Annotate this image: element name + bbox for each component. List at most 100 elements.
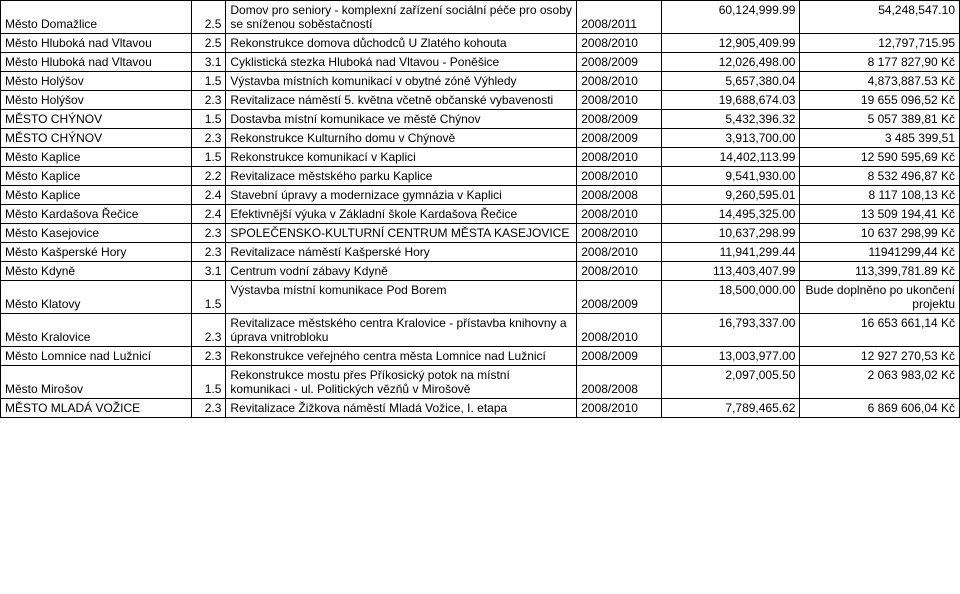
table-row: Město Holýšov2.3Revitalizace náměstí 5. … bbox=[1, 91, 960, 110]
cell-amount-2: 5 057 389,81 Kč bbox=[800, 110, 960, 129]
table-row: Město Kašperské Hory2.3Revitalizace námě… bbox=[1, 243, 960, 262]
cell-amount-2: 4,873,887.53 Kč bbox=[800, 72, 960, 91]
cell-amount-1: 12,026,498.00 bbox=[662, 53, 800, 72]
cell-description: Cyklistická stezka Hluboká nad Vltavou -… bbox=[226, 53, 577, 72]
cell-code: 1.5 bbox=[192, 366, 226, 399]
cell-description: Revitalizace náměstí 5. května včetně ob… bbox=[226, 91, 577, 110]
cell-amount-1: 3,913,700.00 bbox=[662, 129, 800, 148]
cell-description: Rekonstrukce veřejného centra města Lomn… bbox=[226, 347, 577, 366]
cell-description: Revitalizace náměstí Kašperské Hory bbox=[226, 243, 577, 262]
cell-amount-1: 9,541,930.00 bbox=[662, 167, 800, 186]
cell-code: 2.3 bbox=[192, 399, 226, 418]
cell-amount-2: Bude doplněno po ukončení projektu bbox=[800, 281, 960, 314]
cell-amount-2: 8 177 827,90 Kč bbox=[800, 53, 960, 72]
cell-period: 2008/2010 bbox=[577, 399, 662, 418]
cell-period: 2008/2009 bbox=[577, 53, 662, 72]
cell-amount-2: 10 637 298,99 Kč bbox=[800, 224, 960, 243]
table-row: Město Mirošov1.5Rekonstrukce mostu přes … bbox=[1, 366, 960, 399]
cell-amount-1: 19,688,674.03 bbox=[662, 91, 800, 110]
table-row: Město Hluboká nad Vltavou2.5Rekonstrukce… bbox=[1, 34, 960, 53]
cell-code: 2.4 bbox=[192, 186, 226, 205]
cell-amount-1: 11,941,299.44 bbox=[662, 243, 800, 262]
cell-amount-2: 12 927 270,53 Kč bbox=[800, 347, 960, 366]
cell-city: Město Hluboká nad Vltavou bbox=[1, 53, 192, 72]
cell-amount-1: 60,124,999.99 bbox=[662, 1, 800, 34]
table-row: Město Hluboká nad Vltavou3.1Cyklistická … bbox=[1, 53, 960, 72]
cell-description: Výstavba místní komunikace Pod Borem bbox=[226, 281, 577, 314]
cell-city: Město Holýšov bbox=[1, 91, 192, 110]
cell-city: Město Kralovice bbox=[1, 314, 192, 347]
cell-amount-1: 12,905,409.99 bbox=[662, 34, 800, 53]
cell-description: Dostavba místní komunikace ve městě Chýn… bbox=[226, 110, 577, 129]
cell-description: Rekonstrukce Kulturního domu v Chýnově bbox=[226, 129, 577, 148]
cell-amount-2: 3 485 399,51 bbox=[800, 129, 960, 148]
cell-code: 2.5 bbox=[192, 34, 226, 53]
cell-amount-1: 5,657,380.04 bbox=[662, 72, 800, 91]
cell-amount-1: 13,003,977.00 bbox=[662, 347, 800, 366]
cell-amount-1: 14,495,325.00 bbox=[662, 205, 800, 224]
cell-code: 2.3 bbox=[192, 129, 226, 148]
cell-code: 1.5 bbox=[192, 281, 226, 314]
cell-period: 2008/2009 bbox=[577, 129, 662, 148]
cell-amount-2: 113,399,781.89 Kč bbox=[800, 262, 960, 281]
cell-description: Rekonstrukce mostu přes Příkosický potok… bbox=[226, 366, 577, 399]
cell-description: Revitalizace městského centra Kralovice … bbox=[226, 314, 577, 347]
cell-period: 2008/2010 bbox=[577, 205, 662, 224]
cell-city: Město Kasejovice bbox=[1, 224, 192, 243]
cell-description: Efektivnější výuka v Základní škole Kard… bbox=[226, 205, 577, 224]
cell-amount-2: 54,248,547.10 bbox=[800, 1, 960, 34]
cell-amount-2: 8 532 496,87 Kč bbox=[800, 167, 960, 186]
page: Město Domažlice2.5Domov pro seniory - ko… bbox=[0, 0, 960, 418]
cell-city: Město Holýšov bbox=[1, 72, 192, 91]
cell-description: Domov pro seniory - komplexní zařízení s… bbox=[226, 1, 577, 34]
cell-city: Město Kaplice bbox=[1, 167, 192, 186]
cell-amount-1: 9,260,595.01 bbox=[662, 186, 800, 205]
table-body: Město Domažlice2.5Domov pro seniory - ko… bbox=[1, 1, 960, 418]
cell-period: 2008/2010 bbox=[577, 91, 662, 110]
cell-amount-2: 2 063 983,02 Kč bbox=[800, 366, 960, 399]
cell-period: 2008/2010 bbox=[577, 148, 662, 167]
cell-amount-2: 19 655 096,52 Kč bbox=[800, 91, 960, 110]
cell-amount-2: 12,797,715.95 bbox=[800, 34, 960, 53]
table-row: Město Kaplice2.2Revitalizace městského p… bbox=[1, 167, 960, 186]
cell-code: 2.3 bbox=[192, 347, 226, 366]
cell-amount-2: 6 869 606,04 Kč bbox=[800, 399, 960, 418]
cell-city: MĚSTO CHÝNOV bbox=[1, 129, 192, 148]
table-row: Město Lomnice nad Lužnicí2.3Rekonstrukce… bbox=[1, 347, 960, 366]
cell-code: 2.3 bbox=[192, 243, 226, 262]
cell-period: 2008/2010 bbox=[577, 314, 662, 347]
cell-description: Centrum vodní zábavy Kdyně bbox=[226, 262, 577, 281]
cell-amount-1: 10,637,298.99 bbox=[662, 224, 800, 243]
table-row: Město Kralovice2.3Revitalizace městského… bbox=[1, 314, 960, 347]
table-row: Město Domažlice2.5Domov pro seniory - ko… bbox=[1, 1, 960, 34]
table-row: Město Kaplice1.5Rekonstrukce komunikací … bbox=[1, 148, 960, 167]
cell-amount-2: 8 117 108,13 Kč bbox=[800, 186, 960, 205]
cell-amount-2: 11941299,44 Kč bbox=[800, 243, 960, 262]
cell-city: Město Lomnice nad Lužnicí bbox=[1, 347, 192, 366]
cell-code: 3.1 bbox=[192, 262, 226, 281]
cell-code: 2.2 bbox=[192, 167, 226, 186]
cell-amount-1: 16,793,337.00 bbox=[662, 314, 800, 347]
cell-period: 2008/2010 bbox=[577, 34, 662, 53]
cell-amount-1: 18,500,000.00 bbox=[662, 281, 800, 314]
cell-code: 2.3 bbox=[192, 314, 226, 347]
cell-amount-1: 2,097,005.50 bbox=[662, 366, 800, 399]
cell-description: Rekonstrukce domova důchodců U Zlatého k… bbox=[226, 34, 577, 53]
cell-code: 1.5 bbox=[192, 110, 226, 129]
cell-city: MĚSTO MLADÁ VOŽICE bbox=[1, 399, 192, 418]
cell-period: 2008/2008 bbox=[577, 366, 662, 399]
cell-city: MĚSTO CHÝNOV bbox=[1, 110, 192, 129]
cell-city: Město Domažlice bbox=[1, 1, 192, 34]
cell-amount-2: 13 509 194,41 Kč bbox=[800, 205, 960, 224]
cell-code: 2.4 bbox=[192, 205, 226, 224]
cell-code: 2.3 bbox=[192, 91, 226, 110]
cell-period: 2008/2010 bbox=[577, 167, 662, 186]
cell-amount-1: 113,403,407.99 bbox=[662, 262, 800, 281]
cell-amount-2: 16 653 661,14 Kč bbox=[800, 314, 960, 347]
cell-description: Stavební úpravy a modernizace gymnázia v… bbox=[226, 186, 577, 205]
cell-city: Město Kardašova Řečice bbox=[1, 205, 192, 224]
data-table: Město Domažlice2.5Domov pro seniory - ko… bbox=[0, 0, 960, 418]
cell-code: 2.5 bbox=[192, 1, 226, 34]
cell-description: Revitalizace městského parku Kaplice bbox=[226, 167, 577, 186]
cell-city: Město Kaplice bbox=[1, 148, 192, 167]
